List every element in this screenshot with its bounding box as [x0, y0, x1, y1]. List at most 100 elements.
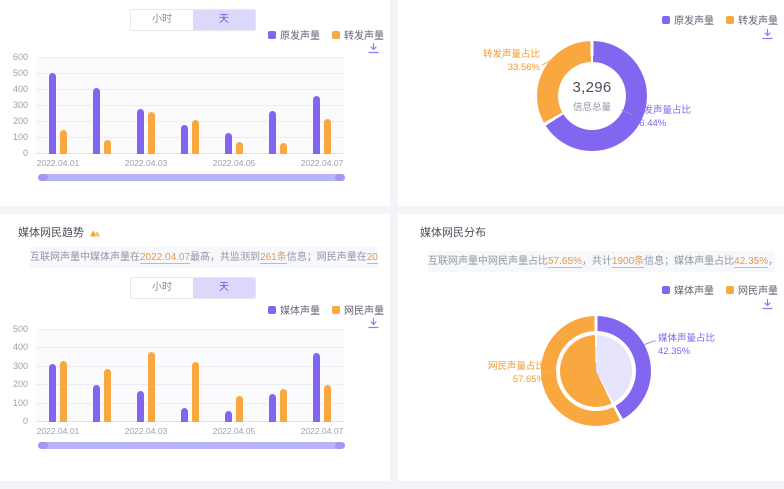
- y-tick-label: 0: [22, 148, 28, 158]
- y-tick-label: 200: [12, 379, 28, 390]
- bar-媒体声量[interactable]: [313, 353, 320, 422]
- bar-媒体声量[interactable]: [49, 363, 56, 422]
- slider-handle-right[interactable]: [335, 442, 345, 449]
- bar-媒体声量[interactable]: [137, 391, 144, 422]
- time-granularity-toggle: 小时 天: [130, 9, 256, 31]
- plot-area: 2022.04.01 2022.04.03 2022.04.05 2022.04.07: [36, 57, 344, 168]
- bar-网民声量[interactable]: [324, 384, 331, 422]
- toggle-day[interactable]: 天: [193, 10, 255, 30]
- bar-原发声量[interactable]: [93, 87, 100, 154]
- slice-label-repost: 转发声量占比 33.56%: [482, 49, 540, 73]
- toggle-hour[interactable]: 小时: [152, 14, 172, 25]
- bar-group: 2022.04.03: [124, 330, 168, 436]
- total-value: 3,296: [572, 79, 612, 96]
- gridline: [36, 57, 344, 58]
- x-tick-label: 2022.04.07: [300, 158, 344, 168]
- gridline: [36, 347, 344, 349]
- bar-原发声量[interactable]: [181, 124, 188, 154]
- bar-原发声量[interactable]: [313, 96, 320, 154]
- x-tick-label: 2022.04.07: [300, 426, 344, 436]
- gridline: [36, 402, 344, 404]
- legend: 媒体声量 网民声量: [662, 282, 778, 297]
- legend-item-netizen[interactable]: 网民声量: [332, 302, 384, 317]
- bar-转发声量[interactable]: [148, 111, 155, 154]
- bar-group: [80, 58, 124, 154]
- legend-item-repost[interactable]: 转发声量: [332, 27, 384, 42]
- data-zoom-slider[interactable]: [38, 442, 345, 449]
- bar-group: 2022.04.01: [36, 58, 80, 168]
- bar-group: 2022.04.01: [36, 330, 80, 436]
- bar-网民声量[interactable]: [236, 396, 243, 422]
- download-icon[interactable]: [761, 298, 774, 311]
- slider-handle-right[interactable]: [335, 174, 345, 181]
- download-icon[interactable]: [761, 28, 774, 41]
- legend-item-original[interactable]: 原发声量: [662, 12, 714, 27]
- bar-转发声量[interactable]: [324, 119, 331, 154]
- bar-group: [80, 330, 124, 422]
- bar-原发声量[interactable]: [269, 110, 276, 154]
- bar-转发声量[interactable]: [280, 143, 287, 154]
- legend-label: 转发声量: [344, 31, 384, 42]
- bar-group: [256, 330, 300, 422]
- legend-item-media[interactable]: 媒体声量: [662, 282, 714, 297]
- y-axis: 500 400 300 200 100 0: [6, 324, 32, 426]
- legend: 原发声量 转发声量: [662, 12, 778, 27]
- bar-媒体声量[interactable]: [93, 385, 100, 422]
- legend-item-original[interactable]: 原发声量: [268, 27, 320, 42]
- bar-媒体声量[interactable]: [269, 394, 276, 422]
- bar-网民声量[interactable]: [60, 360, 67, 422]
- panel-media-netizen-distribution: 媒体网民分布 互联网声量中网民声量占比57.65%，共计1900条信息；媒体声量…: [398, 214, 784, 481]
- bar-转发声量[interactable]: [104, 139, 111, 154]
- y-tick-label: 100: [12, 397, 28, 408]
- bar-chart-media-netizen: 500 400 300 200 100 0 2022.04.01 2022.04.03 202…: [13, 324, 344, 436]
- download-icon[interactable]: [367, 317, 380, 330]
- bar-媒体声量[interactable]: [181, 407, 188, 422]
- summary-text: 互联网声量中网民声量占比57.65%，共计1900条信息；媒体声量占比42.35…: [428, 251, 775, 272]
- legend-label: 网民声量: [344, 306, 384, 317]
- bar-网民声量[interactable]: [148, 352, 155, 422]
- legend-label: 网民声量: [738, 286, 778, 297]
- data-zoom-slider[interactable]: [38, 174, 345, 181]
- gridline: [36, 73, 344, 74]
- legend-item-media[interactable]: 媒体声量: [268, 302, 320, 317]
- bar-网民声量[interactable]: [104, 368, 111, 422]
- legend-item-netizen[interactable]: 网民声量: [726, 282, 778, 297]
- bar-group: [168, 58, 212, 154]
- bar-网民声量[interactable]: [192, 362, 199, 422]
- donut-chart-voice[interactable]: 3,296 信息总量: [537, 41, 647, 151]
- x-tick-label: 2022.04.05: [212, 158, 256, 168]
- plot-area: 2022.04.01 2022.04.03 2022.04.05 2022.04.07: [36, 329, 344, 436]
- bar-媒体声量[interactable]: [225, 411, 232, 422]
- rose-chart-media-netizen[interactable]: [541, 316, 651, 426]
- bar-转发声量[interactable]: [192, 120, 199, 154]
- slider-handle-left[interactable]: [38, 442, 48, 449]
- bar-原发声量[interactable]: [49, 73, 56, 154]
- panel-title: 媒体网民分布: [420, 227, 486, 239]
- pie-inner[interactable]: [560, 335, 632, 407]
- bar-转发声量[interactable]: [236, 141, 243, 154]
- y-tick-label: 400: [12, 84, 28, 95]
- y-tick-label: 500: [12, 68, 28, 78]
- gridline: [36, 137, 344, 138]
- panel-voice-trend: 小时 天 原发声量 转发声量 600 500 400 300 200 100 0 2022.…: [0, 0, 390, 206]
- slider-handle-left[interactable]: [38, 174, 48, 181]
- y-tick-label: 300: [12, 360, 28, 371]
- legend-item-repost[interactable]: 转发声量: [726, 12, 778, 27]
- bar-原发声量[interactable]: [225, 133, 232, 154]
- bar-转发声量[interactable]: [60, 130, 67, 154]
- toggle-day[interactable]: 天: [193, 278, 255, 298]
- bar-group: [168, 330, 212, 422]
- bar-原发声量[interactable]: [137, 109, 144, 154]
- legend: 媒体声量 网民声量: [268, 302, 384, 317]
- y-axis: 600 500 400 300 200 100 0: [6, 52, 32, 158]
- legend-marker: [726, 285, 734, 294]
- gridline: [36, 89, 344, 90]
- legend-marker: [662, 15, 670, 24]
- slice-label-media: 媒体声量占比 42.35%: [658, 333, 716, 357]
- toggle-hour[interactable]: 小时: [152, 282, 172, 293]
- bar-网民声量[interactable]: [280, 388, 287, 422]
- download-icon[interactable]: [367, 42, 380, 55]
- y-tick-label: 400: [12, 342, 28, 353]
- panel-media-netizen-trend: 媒体网民趋势 互联网声量中媒体声量在2022.04.07最高，共监测到261条信…: [0, 214, 390, 481]
- legend-marker: [268, 30, 276, 39]
